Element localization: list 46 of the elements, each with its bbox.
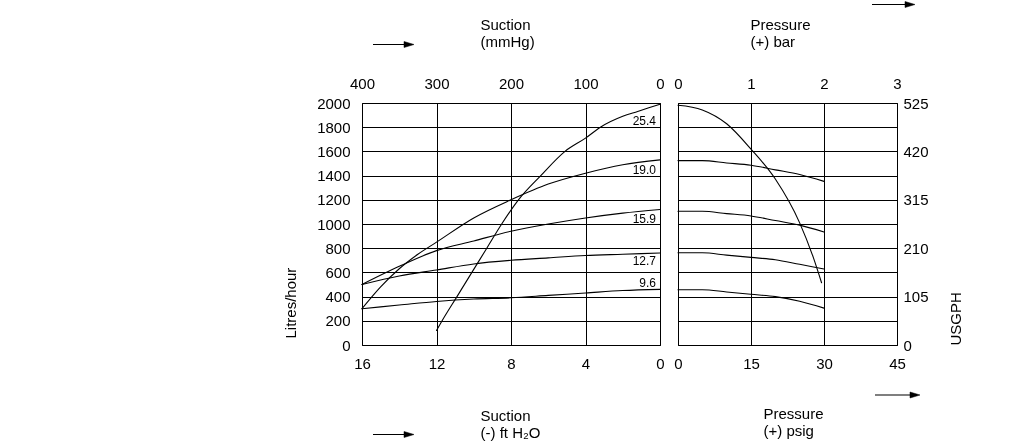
y-tick-label: 1600 bbox=[317, 142, 351, 160]
y2-tick-label: 210 bbox=[903, 239, 929, 257]
x-tick-label: 8 bbox=[507, 354, 516, 372]
x2-tick-label: 200 bbox=[498, 74, 525, 92]
y2-tick-label: 420 bbox=[903, 142, 929, 160]
y2-tick-label: 315 bbox=[903, 191, 929, 209]
y-tick-label: 2000 bbox=[317, 94, 351, 112]
x-tick-label: 4 bbox=[581, 354, 591, 372]
x2-tick-label: 300 bbox=[424, 74, 450, 92]
x-tick-label: 16 bbox=[354, 354, 371, 372]
y-axis-title: Litres/hour bbox=[281, 267, 299, 339]
y-tick-label: 1400 bbox=[317, 167, 351, 185]
x2-tick-label: 2 bbox=[820, 74, 829, 92]
y-tick-label: 800 bbox=[325, 239, 351, 257]
x2-tick-label: 100 bbox=[573, 74, 599, 92]
x2-tick-label: 0 bbox=[674, 74, 683, 92]
x2-axis-title: Pressure (+) bar bbox=[750, 15, 811, 50]
y2-axis-title: USGPH bbox=[946, 292, 964, 346]
x-tick-label: 0 bbox=[656, 354, 665, 372]
y2-tick-label: 525 bbox=[903, 94, 929, 112]
x2-tick-label: 0 bbox=[656, 74, 665, 92]
y-tick-label: 400 bbox=[325, 288, 351, 306]
y-tick-label: 1200 bbox=[317, 191, 351, 209]
y2-tick-label: 105 bbox=[903, 288, 929, 306]
x-tick-label: 45 bbox=[889, 354, 906, 372]
x2-tick-label: 3 bbox=[893, 74, 902, 92]
x-axis-title: Suction (-) ft H₂O bbox=[480, 406, 541, 441]
y-tick-label: 1000 bbox=[317, 215, 351, 233]
series-label: 12.7 bbox=[632, 253, 657, 268]
y2-tick-label: 0 bbox=[903, 336, 912, 354]
x-tick-label: 0 bbox=[674, 354, 683, 372]
series-label: 19.0 bbox=[632, 163, 657, 178]
x2-tick-label: 1 bbox=[747, 74, 756, 92]
series-label: 15.9 bbox=[632, 211, 657, 226]
y-tick-label: 200 bbox=[325, 312, 351, 330]
x-axis-title: Pressure (+) psig bbox=[763, 404, 824, 439]
x2-tick-label: 400 bbox=[349, 74, 376, 92]
y-tick-label: 600 bbox=[325, 263, 351, 281]
x2-axis-title: Suction (mmHg) bbox=[480, 15, 535, 50]
series-label: 9.6 bbox=[639, 276, 657, 291]
x-tick-label: 12 bbox=[428, 354, 446, 372]
series-label: 25.4 bbox=[632, 114, 657, 129]
y-tick-label: 0 bbox=[342, 336, 351, 354]
y-tick-label: 1800 bbox=[317, 118, 351, 136]
x-tick-label: 15 bbox=[743, 354, 760, 372]
x-tick-label: 30 bbox=[816, 354, 833, 372]
